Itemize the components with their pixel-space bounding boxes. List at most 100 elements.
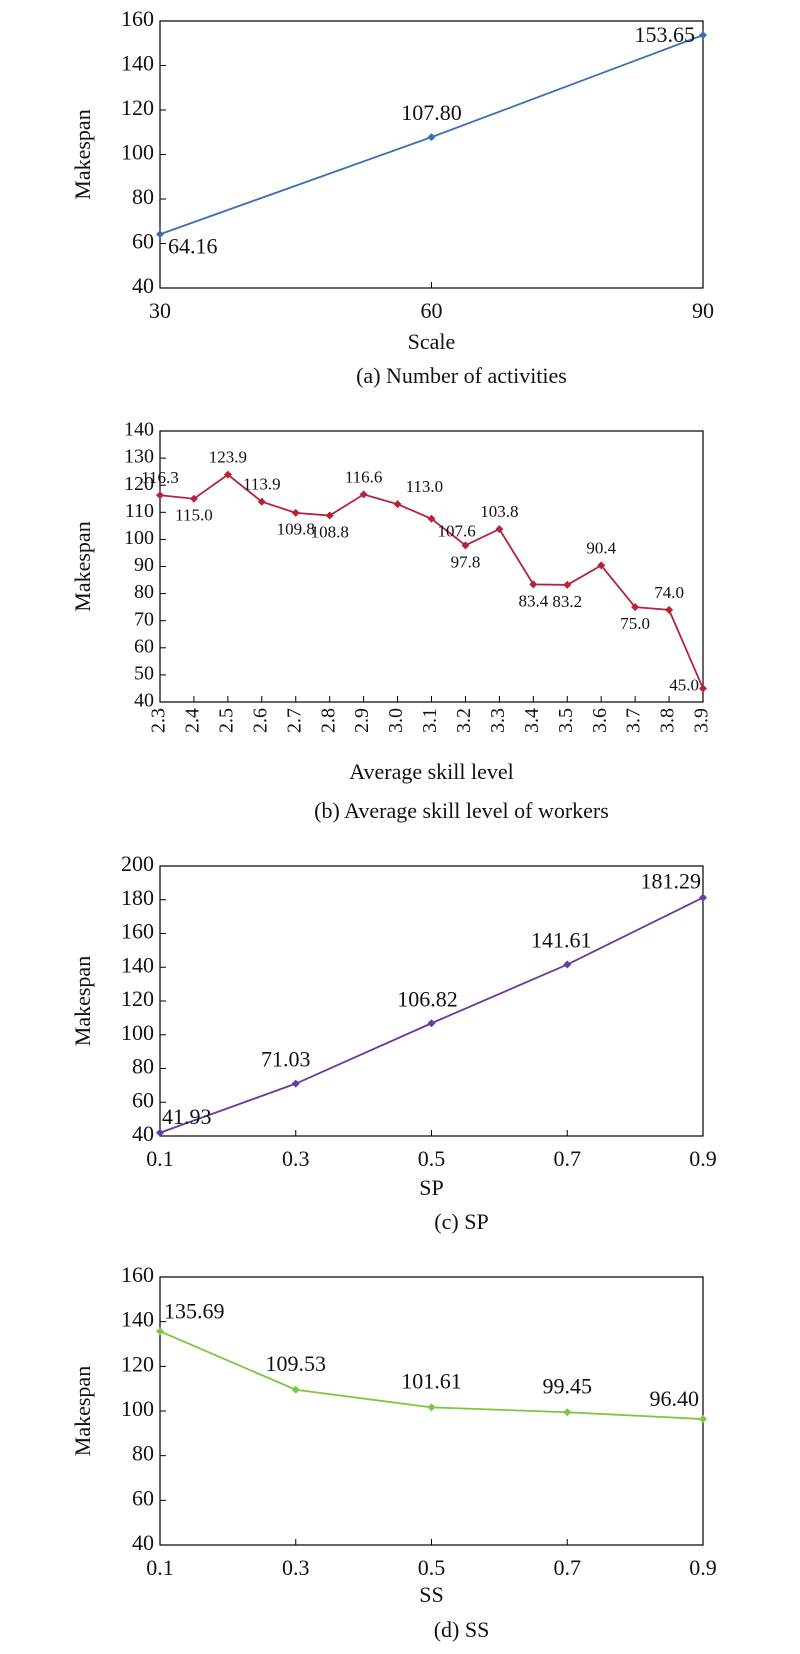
x-tick-label: 0.3 xyxy=(282,1146,310,1171)
value-label: 103.8 xyxy=(480,502,518,521)
y-tick-label: 120 xyxy=(121,1351,154,1376)
y-tick-label: 100 xyxy=(121,1020,154,1045)
value-label: 123.9 xyxy=(209,448,247,467)
value-label: 45.0 xyxy=(669,675,699,694)
x-tick-label: 0.7 xyxy=(554,1555,582,1580)
value-label: 113.0 xyxy=(406,477,444,496)
y-axis-label: Makespan xyxy=(70,956,95,1046)
y-tick-label: 40 xyxy=(132,273,154,298)
point-marker xyxy=(495,525,504,534)
x-tick-label: 3.2 xyxy=(453,708,475,733)
y-tick-label: 40 xyxy=(132,1530,154,1555)
value-label: 64.16 xyxy=(168,233,218,258)
x-tick-label: 3.0 xyxy=(385,708,407,733)
value-label: 116.6 xyxy=(345,467,383,486)
y-tick-label: 80 xyxy=(132,1054,154,1079)
point-marker xyxy=(156,1327,164,1336)
y-tick-label: 160 xyxy=(121,1262,154,1287)
plot-frame xyxy=(159,20,704,289)
x-tick-label: 0.1 xyxy=(146,1146,174,1171)
y-tick-label: 100 xyxy=(121,1396,154,1421)
y-axis-label: Makespan xyxy=(70,109,95,199)
value-label: 109.8 xyxy=(277,520,315,539)
y-tick-label: 60 xyxy=(132,1485,154,1510)
point-marker xyxy=(665,605,674,614)
x-tick-label: 2.8 xyxy=(317,708,339,733)
line-series xyxy=(159,896,704,1134)
y-tick-label: 160 xyxy=(121,919,154,944)
value-label: 99.45 xyxy=(543,1373,593,1398)
plot-frame xyxy=(159,430,704,703)
y-tick-label: 60 xyxy=(134,635,154,657)
x-tick-label: 0.3 xyxy=(282,1555,310,1580)
x-tick-label: 2.4 xyxy=(182,708,204,733)
x-tick-label: 30 xyxy=(149,298,171,323)
x-tick-label: 2.6 xyxy=(249,708,271,733)
point-marker xyxy=(427,133,436,142)
point-marker xyxy=(461,541,470,550)
line-series xyxy=(159,473,704,689)
value-label: 108.8 xyxy=(311,522,349,541)
x-tick-label: 2.9 xyxy=(351,708,373,733)
y-tick-label: 140 xyxy=(121,1307,154,1332)
point-marker xyxy=(563,960,572,969)
x-tick-label: 3.8 xyxy=(657,708,679,733)
value-label: 153.65 xyxy=(635,22,696,47)
point-marker xyxy=(427,1019,436,1028)
point-marker xyxy=(393,500,402,509)
point-marker xyxy=(223,470,232,479)
y-tick-label: 180 xyxy=(121,885,154,910)
value-label: 75.0 xyxy=(620,614,650,633)
point-marker xyxy=(597,561,606,570)
y-tick-label: 40 xyxy=(134,690,154,712)
y-tick-label: 60 xyxy=(132,229,154,254)
point-marker xyxy=(427,514,436,523)
y-tick-label: 110 xyxy=(125,500,154,522)
value-label: 106.82 xyxy=(397,986,458,1011)
x-tick-label: 90 xyxy=(692,298,714,323)
x-tick-label: 0.5 xyxy=(418,1146,446,1171)
point-marker xyxy=(257,497,266,506)
x-tick-label: 0.7 xyxy=(554,1146,582,1171)
y-tick-label: 120 xyxy=(121,986,154,1011)
y-tick-label: 140 xyxy=(121,952,154,977)
value-label: 83.4 xyxy=(518,591,548,610)
value-label: 115.0 xyxy=(175,506,213,525)
value-label: 71.03 xyxy=(261,1047,311,1072)
value-label: 90.4 xyxy=(586,538,616,557)
value-label: 97.8 xyxy=(451,552,481,571)
x-axis-label: SP xyxy=(419,1175,443,1200)
point-marker xyxy=(156,491,164,500)
x-tick-label: 3.4 xyxy=(521,708,543,733)
point-marker xyxy=(563,1408,572,1417)
point-marker xyxy=(291,1385,300,1394)
y-tick-label: 130 xyxy=(124,446,154,468)
y-tick-label: 80 xyxy=(132,1441,154,1466)
value-label: 113.9 xyxy=(243,475,281,494)
y-tick-label: 70 xyxy=(134,608,154,630)
caption: (d) SS xyxy=(434,1617,490,1642)
point-marker xyxy=(291,1079,300,1088)
x-tick-label: 3.5 xyxy=(555,708,577,733)
point-marker xyxy=(699,684,707,693)
x-tick-label: 2.3 xyxy=(148,708,170,733)
point-marker xyxy=(156,1128,164,1137)
x-tick-label: 60 xyxy=(421,298,443,323)
point-marker xyxy=(563,580,572,589)
point-marker xyxy=(699,31,707,40)
x-axis-label: Average skill level xyxy=(349,759,514,784)
x-tick-label: 3.6 xyxy=(589,708,611,733)
point-marker xyxy=(529,580,538,589)
y-tick-label: 200 xyxy=(121,851,154,876)
point-marker xyxy=(427,1403,436,1412)
value-label: 101.61 xyxy=(401,1368,462,1393)
y-axis-label: Makespan xyxy=(70,1366,95,1456)
value-label: 107.80 xyxy=(401,100,462,125)
y-tick-label: 160 xyxy=(121,6,154,31)
y-tick-label: 120 xyxy=(124,473,154,495)
y-tick-label: 140 xyxy=(124,419,154,441)
value-label: 181.29 xyxy=(641,869,702,894)
caption: (c) SP xyxy=(434,1209,488,1234)
y-tick-label: 50 xyxy=(134,662,154,684)
